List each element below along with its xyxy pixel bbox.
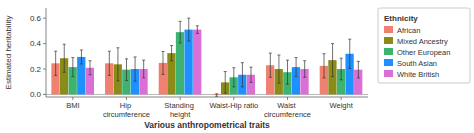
x-tick-label: Weight <box>330 101 354 110</box>
x-tick-label: Standing height <box>164 101 196 119</box>
error-bar <box>322 54 325 78</box>
error-bar <box>134 57 137 81</box>
x-tick <box>341 97 342 100</box>
series-2 <box>69 32 346 94</box>
error-bar <box>357 61 360 78</box>
x-tick-label: Waist circumference <box>264 101 311 119</box>
series-3 <box>77 30 354 95</box>
error-bars-4 <box>89 26 360 83</box>
error-bars-0 <box>54 51 325 96</box>
error-bar <box>63 44 66 72</box>
error-bar <box>241 63 244 87</box>
error-bar <box>348 39 351 68</box>
y-axis <box>46 8 47 97</box>
x-tick-label-line: circumference <box>103 110 150 119</box>
legend-label: African <box>397 26 420 35</box>
error-bar <box>303 61 306 78</box>
x-tick-label-line: circumference <box>264 110 311 119</box>
error-bar <box>215 94 218 97</box>
error-bar <box>54 51 57 75</box>
error-bar <box>125 59 128 81</box>
y-tick-label: 0.4 <box>30 39 42 48</box>
error-bar <box>187 18 190 41</box>
legend-swatch <box>384 59 393 66</box>
y-tick <box>43 69 46 70</box>
error-bar <box>179 21 182 43</box>
error-bar <box>161 51 164 74</box>
x-tick-label-line: height <box>170 110 191 119</box>
series-4 <box>86 30 363 95</box>
legend-swatch <box>384 26 393 33</box>
bar <box>193 30 201 95</box>
x-tick-label: Waist-Hip ratio <box>209 101 258 110</box>
x-axis-label: Various anthropometrical traits <box>144 120 270 130</box>
error-bars-1 <box>63 44 334 94</box>
error-bar <box>224 72 227 94</box>
x-tick-label-line: Weight <box>330 101 354 110</box>
y-tick-label: 0.0 <box>30 90 42 99</box>
x-tick <box>126 97 127 100</box>
legend-label: South Asian <box>397 59 437 68</box>
x-tick <box>233 97 234 100</box>
y-tick-label: 0.6 <box>30 14 42 23</box>
y-tick <box>43 43 46 44</box>
y-tick <box>43 18 46 19</box>
error-bar <box>89 61 92 75</box>
x-tick-label-line: Waist-Hip ratio <box>209 101 258 110</box>
error-bars-2 <box>71 21 342 86</box>
legend-label: Other European <box>397 48 450 57</box>
legend-title: Ethnicity <box>384 14 418 23</box>
x-tick <box>287 97 288 100</box>
error-bar <box>277 55 280 83</box>
legend: Ethnicity African Mixed Ancestry Other Euro… <box>378 8 470 83</box>
chart: 0.0 0.2 0.4 0.6 BMI Hip circumference Standing… <box>0 0 474 133</box>
legend-swatch <box>384 48 393 55</box>
x-tick-label: BMI <box>66 101 79 110</box>
error-bar <box>331 44 334 77</box>
legend-label: White British <box>397 70 439 79</box>
error-bar <box>269 53 272 77</box>
error-bars-3 <box>80 18 351 87</box>
legend-label: Mixed Ancestry <box>397 37 448 46</box>
x-tick <box>72 97 73 100</box>
error-bar <box>80 50 83 64</box>
error-bar <box>142 60 145 78</box>
plot-marks <box>51 18 362 96</box>
legend-swatch <box>384 37 393 44</box>
x-tick-label: Hip circumference <box>103 101 150 119</box>
x-axis <box>46 97 368 98</box>
error-bar <box>250 67 253 82</box>
bar <box>212 94 220 96</box>
error-bar <box>340 58 343 80</box>
x-tick <box>180 97 181 100</box>
x-tick-label-line: BMI <box>66 101 79 110</box>
y-tick <box>43 94 46 95</box>
legend-frame <box>378 8 470 83</box>
error-bar <box>108 51 111 75</box>
error-bar <box>71 58 74 77</box>
error-bar <box>116 48 119 81</box>
error-bar <box>295 58 298 77</box>
error-bar <box>286 60 289 84</box>
y-tick-label: 0.2 <box>30 65 42 74</box>
error-bar <box>232 68 235 87</box>
y-axis-label: Estimated heritability <box>4 16 13 90</box>
error-bar <box>196 26 199 34</box>
error-bar <box>170 46 173 61</box>
legend-swatch <box>384 70 393 77</box>
